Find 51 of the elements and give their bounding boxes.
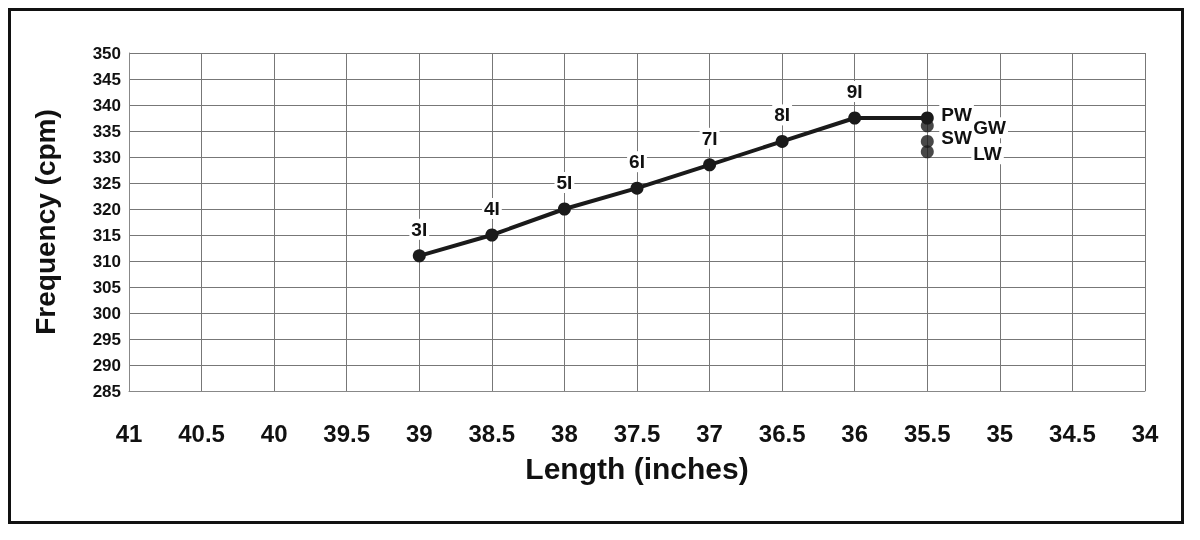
x-tick-label: 41	[115, 419, 143, 447]
x-tick-label: 38.5	[468, 419, 516, 447]
annotation: 5I	[556, 172, 573, 193]
point	[775, 134, 789, 148]
point	[848, 111, 862, 125]
y-tick-label: 350	[92, 43, 121, 63]
annotation: SW	[941, 126, 972, 148]
y-tick-label: 335	[92, 121, 121, 141]
y-tick-label: 340	[92, 95, 121, 115]
x-tick-label: 39	[405, 419, 433, 447]
x-tick-label: 37	[696, 419, 723, 447]
annotation: LW	[973, 143, 1002, 165]
point	[412, 249, 426, 263]
x-tick-label: 39.5	[323, 419, 371, 447]
y-tick-label: 310	[92, 251, 121, 271]
y-tick-label: 330	[92, 147, 121, 167]
annotation: 4I	[483, 198, 500, 219]
x-tick-label: 38	[551, 419, 578, 447]
y-tick-label: 300	[92, 303, 121, 323]
x-tick-label: 35	[986, 419, 1014, 447]
y-tick-label: 285	[92, 381, 121, 401]
point	[485, 228, 499, 242]
point	[703, 158, 717, 172]
y-axis-title: Frequency (cpm)	[29, 109, 61, 335]
x-axis-title: Length (inches)	[525, 451, 749, 485]
point	[920, 111, 934, 125]
point	[920, 145, 934, 159]
y-tick-label: 325	[92, 173, 121, 193]
point	[630, 181, 644, 195]
x-tick-label: 36	[841, 419, 869, 447]
x-tick-label: 34.5	[1049, 419, 1096, 447]
annotation: PW	[941, 103, 972, 125]
annotation: 8I	[774, 104, 791, 126]
annotation: 7I	[701, 127, 718, 149]
annotation: 9I	[846, 81, 863, 102]
point	[557, 202, 571, 216]
y-tick-label: 305	[92, 277, 121, 297]
x-tick-label: 40.5	[178, 419, 225, 447]
y-tick-label: 315	[92, 225, 121, 245]
y-tick-label: 295	[92, 329, 121, 349]
annotation: 3I	[411, 218, 428, 240]
y-tick-label: 290	[92, 355, 121, 375]
x-tick-label: 35.5	[903, 419, 951, 447]
x-tick-label: 37.5	[613, 419, 661, 447]
annotation: GW	[973, 117, 1007, 139]
x-tick-label: 34	[1131, 419, 1159, 447]
x-tick-label: 40	[260, 419, 288, 447]
annotation: 6I	[629, 151, 645, 173]
x-tick-label: 36.5	[758, 419, 806, 447]
y-tick-label: 320	[92, 199, 121, 219]
y-tick-label: 345	[92, 69, 121, 89]
